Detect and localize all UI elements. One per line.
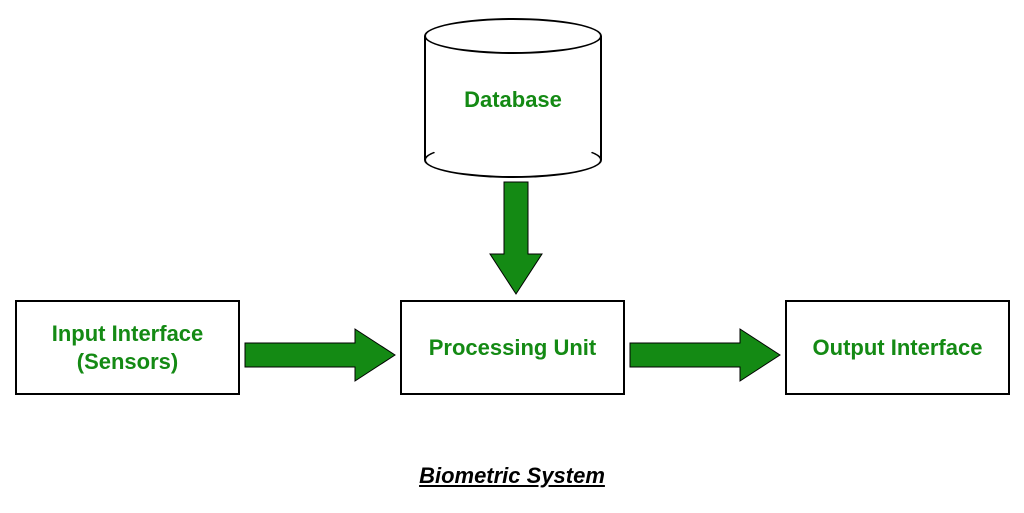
- node-input: Input Interface (Sensors): [15, 300, 240, 395]
- arrow-database-to-processing: [490, 182, 542, 294]
- arrow-input-to-processing: [245, 329, 395, 381]
- node-output: Output Interface: [785, 300, 1010, 395]
- node-processing-label: Processing Unit: [429, 334, 596, 362]
- diagram-canvas: Input Interface (Sensors) Processing Unit…: [0, 0, 1024, 513]
- node-input-label: Input Interface (Sensors): [52, 320, 204, 375]
- arrow-processing-to-output: [630, 329, 780, 381]
- diagram-caption: Biometric System: [412, 463, 612, 489]
- node-database-label: Database: [424, 87, 602, 113]
- node-output-label: Output Interface: [813, 334, 983, 362]
- node-database: Database: [424, 18, 602, 178]
- node-processing: Processing Unit: [400, 300, 625, 395]
